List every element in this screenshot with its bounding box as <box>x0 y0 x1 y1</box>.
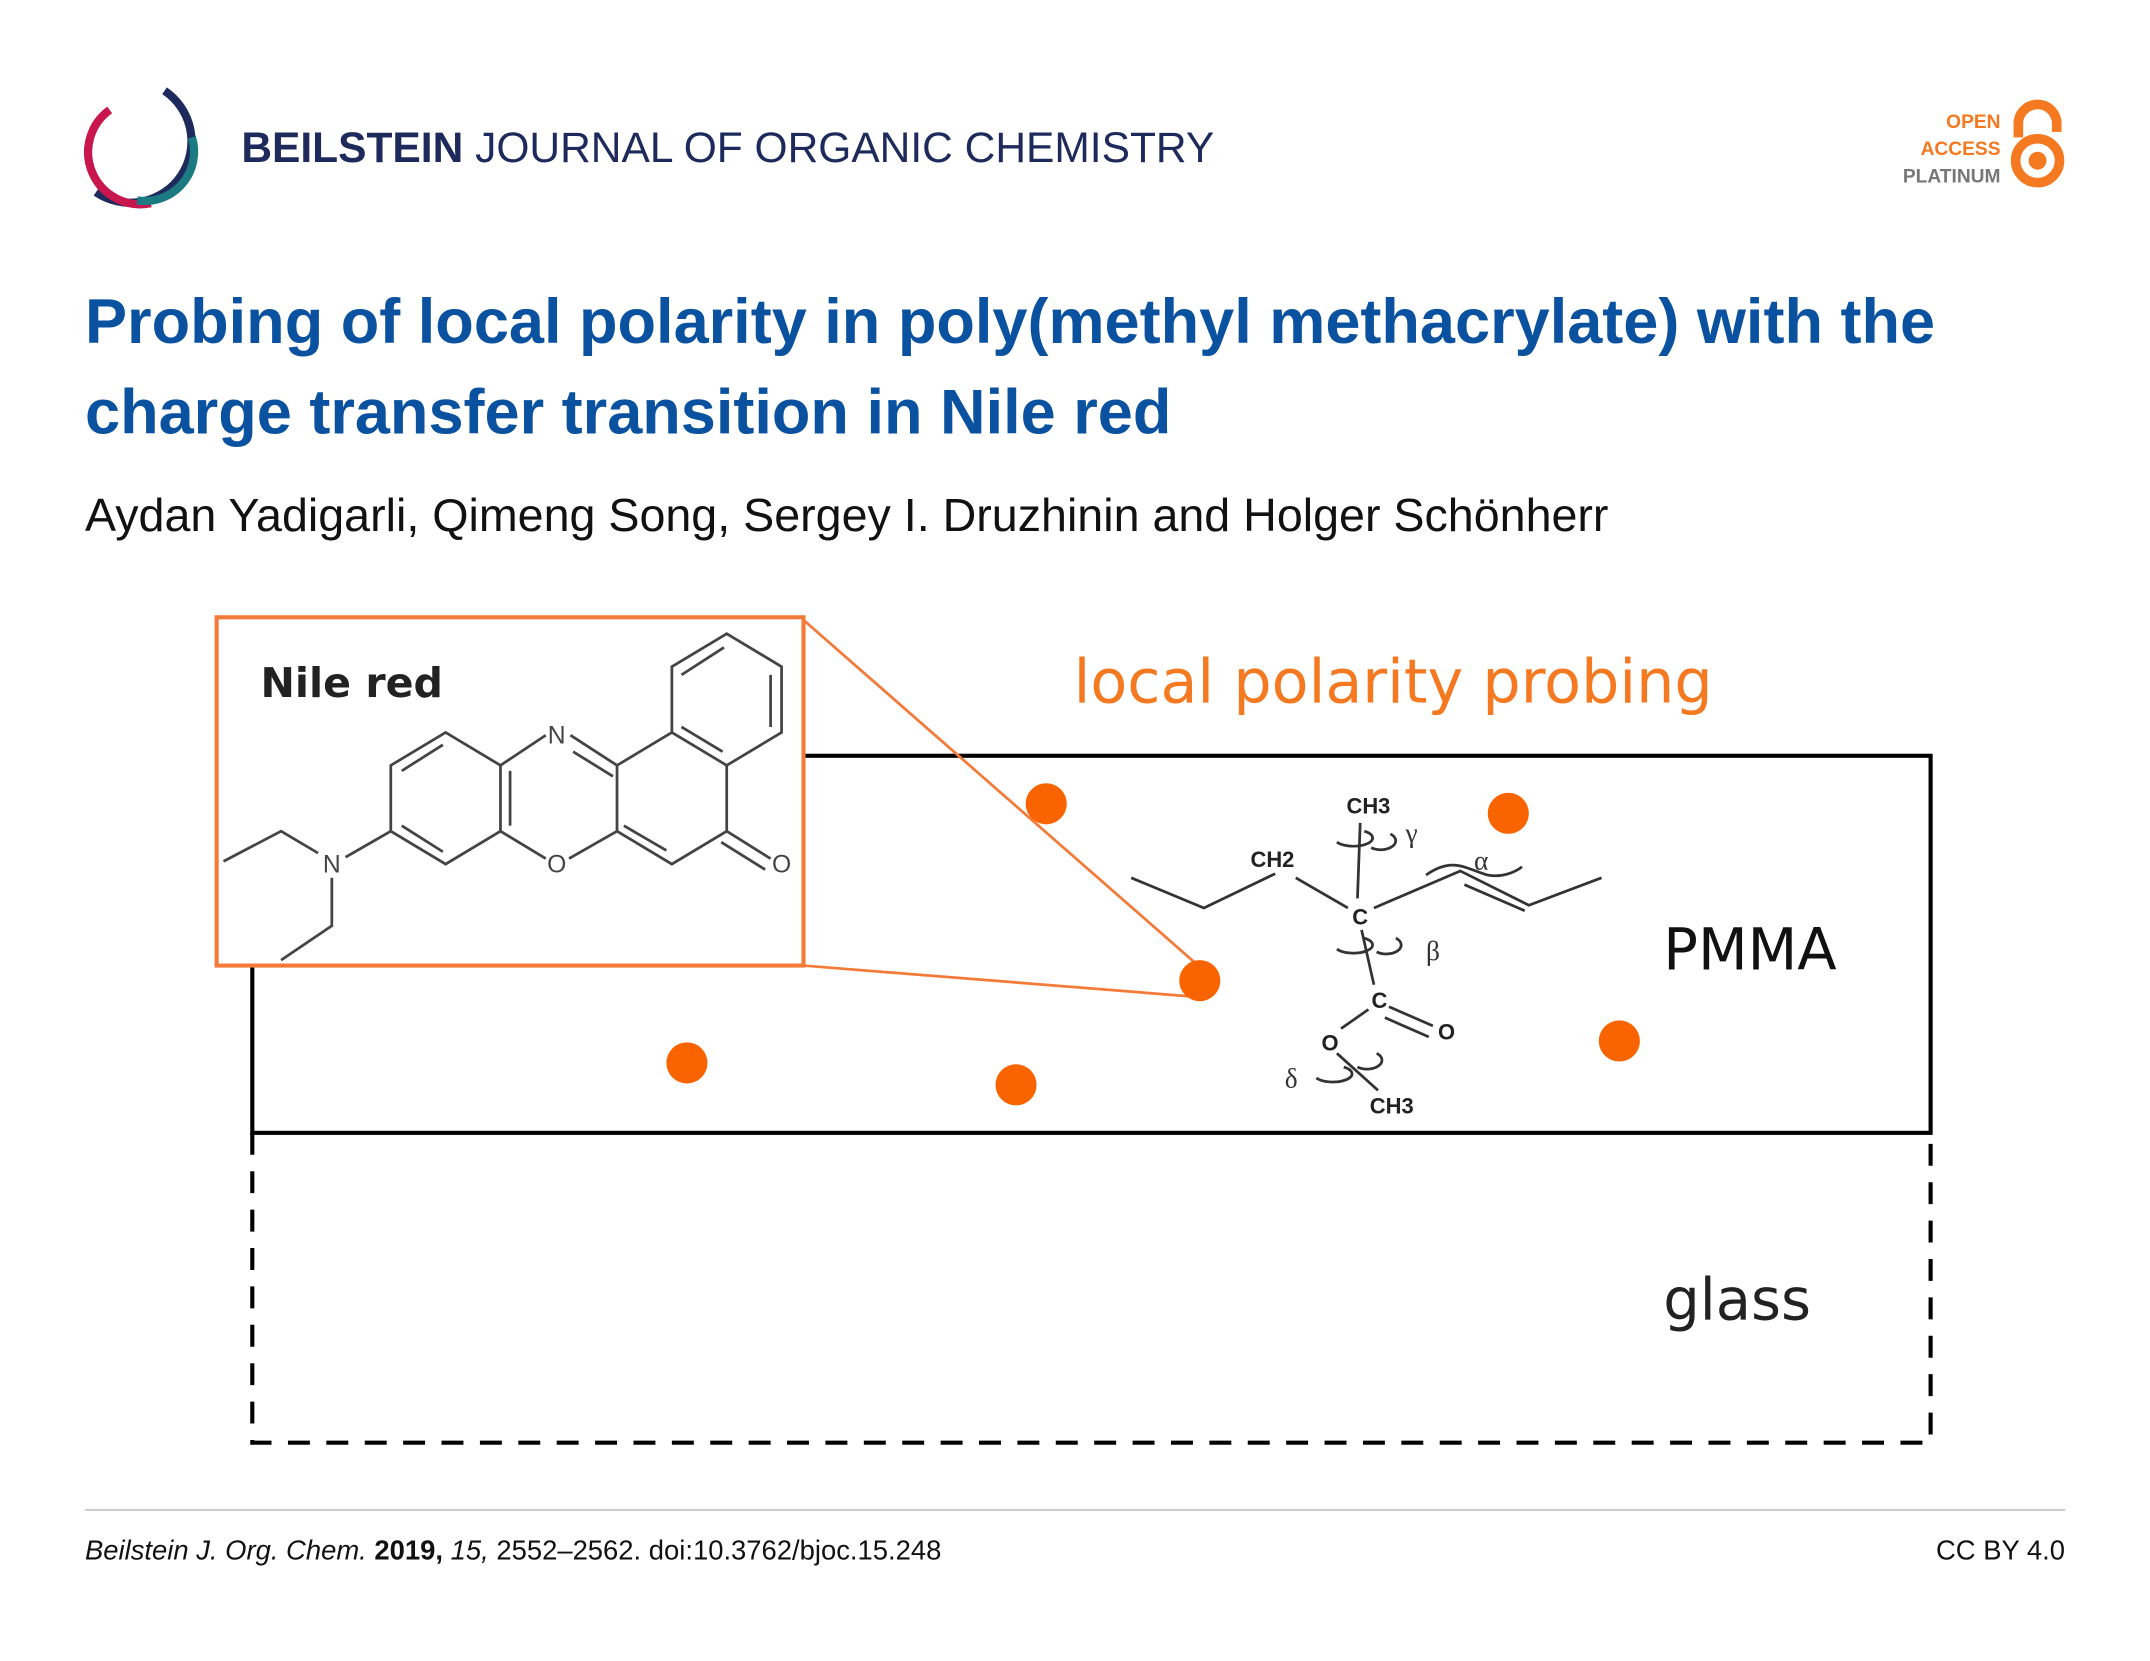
atom-o-keto: O <box>772 851 791 878</box>
graphical-abstract: Nile red N O O N local polarity probing … <box>214 615 1933 1445</box>
svg-text:ACCESS: ACCESS <box>1921 139 2001 160</box>
dye-dot <box>1598 1020 1640 1062</box>
figure-heading: local polarity probing <box>1074 647 1713 717</box>
citation: Beilstein J. Org. Chem. 2019, 15, 2552–2… <box>85 1534 941 1565</box>
article-title-line2: charge transfer transition in Nile red <box>85 378 1171 448</box>
svg-text:CH2: CH2 <box>1251 847 1295 872</box>
pmma-structure <box>1130 822 1603 1092</box>
glass-label: glass <box>1663 1266 1811 1333</box>
dye-dot <box>1179 960 1221 1002</box>
svg-text:α: α <box>1474 846 1488 876</box>
nile-red-dots <box>666 783 1640 1106</box>
journal-name: BEILSTEIN JOURNAL OF ORGANIC CHEMISTRY <box>241 125 1214 172</box>
open-access-badge: OPEN ACCESS PLATINUM <box>1903 99 2065 188</box>
dye-dot <box>1487 792 1529 834</box>
article-title-line1: Probing of local polarity in poly(methyl… <box>85 287 1935 357</box>
license: CC BY 4.0 <box>1936 1534 2065 1565</box>
beilstein-logo-icon <box>84 87 199 209</box>
pmma-label: PMMA <box>1663 917 1836 984</box>
svg-text:OPEN: OPEN <box>1946 112 2000 133</box>
article-authors: Aydan Yadigarli, Qimeng Song, Sergey I. … <box>85 489 1608 541</box>
dye-dot <box>995 1064 1037 1106</box>
svg-text:C: C <box>1371 988 1387 1013</box>
zoom-line-bottom <box>803 964 1200 999</box>
svg-text:O: O <box>1322 1031 1339 1056</box>
svg-text:γ: γ <box>1404 818 1417 848</box>
svg-text:δ: δ <box>1285 1064 1298 1094</box>
svg-text:CH3: CH3 <box>1347 793 1391 818</box>
atom-n-ring: N <box>548 722 566 749</box>
svg-text:O: O <box>1438 1020 1455 1045</box>
svg-text:CH3: CH3 <box>1370 1094 1414 1119</box>
nile-red-label: Nile red <box>261 659 443 707</box>
dye-dot <box>1025 783 1067 825</box>
svg-text:C: C <box>1352 904 1368 929</box>
svg-text:β: β <box>1426 936 1440 966</box>
glass-layer <box>250 1132 1933 1445</box>
atom-o-ring: O <box>547 851 566 878</box>
open-lock-icon <box>2010 99 2065 188</box>
nile-red-structure <box>222 632 783 962</box>
atom-n-amine: N <box>323 851 341 878</box>
pmma-labels: CH3 CH2 C C O O CH3 <box>1251 793 1456 1118</box>
zoom-line-top <box>802 618 1201 968</box>
svg-text:PLATINUM: PLATINUM <box>1903 167 2001 188</box>
dye-dot <box>666 1042 708 1084</box>
